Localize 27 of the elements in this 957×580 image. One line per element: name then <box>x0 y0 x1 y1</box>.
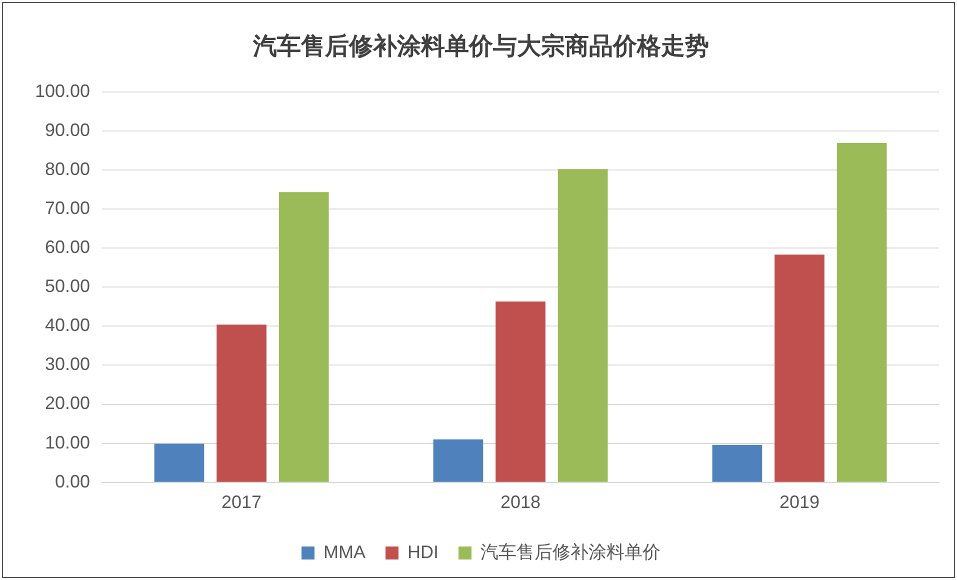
bar <box>278 192 329 482</box>
bar <box>836 142 887 482</box>
y-tick-label: 10.00 <box>45 432 90 452</box>
chart-title: 汽车售后修补涂料单价与大宗商品价格走势 <box>252 32 709 60</box>
y-tick-label: 40.00 <box>45 315 90 336</box>
legend-label: 汽车售后修补涂料单价 <box>480 542 660 562</box>
x-tick-label: 2019 <box>779 492 820 512</box>
bar <box>496 302 546 482</box>
bar <box>154 444 204 482</box>
y-tick-label: 70.00 <box>45 198 90 218</box>
bar <box>433 439 484 482</box>
y-tick-label: 50.00 <box>45 276 90 296</box>
y-tick-label: 100.00 <box>34 80 90 101</box>
bar <box>558 169 608 482</box>
x-tick-label: 2018 <box>500 492 541 512</box>
legend-label: MMA <box>324 542 366 562</box>
bar <box>216 324 266 482</box>
y-tick-label: 90.00 <box>45 120 90 140</box>
legend-label: HDI <box>408 542 438 562</box>
x-tick-label: 2017 <box>222 492 262 512</box>
y-tick-label: 60.00 <box>45 237 90 258</box>
bar <box>712 444 762 482</box>
bar <box>774 254 824 482</box>
y-tick-label: 0.00 <box>55 471 90 492</box>
y-tick-label: 20.00 <box>45 393 90 414</box>
y-tick-label: 80.00 <box>45 158 90 179</box>
y-tick-label: 30.00 <box>45 354 90 374</box>
